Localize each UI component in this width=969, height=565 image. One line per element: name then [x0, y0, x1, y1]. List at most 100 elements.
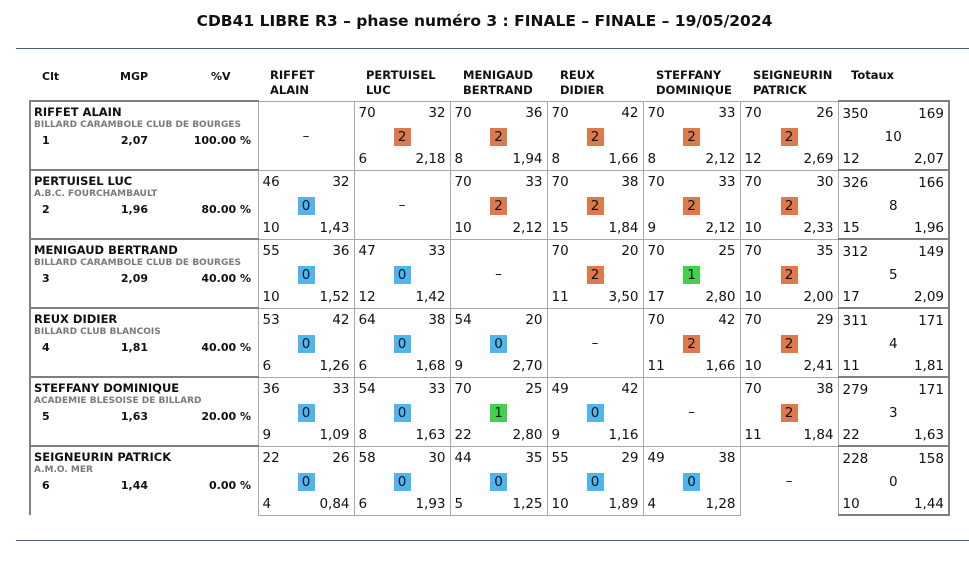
player-rank: 3 — [42, 272, 50, 285]
match-bottom: 22 2,80 — [449, 424, 548, 447]
match-result: 5 — [837, 263, 950, 286]
points-opponent: 26 — [332, 450, 350, 467]
player-cell: PERTUISEL LUC A.B.C. FOURCHAMBAULT 2 1,96 80… — [29, 169, 259, 239]
top-divider — [16, 48, 969, 49]
innings-value: 10 — [744, 219, 762, 236]
table-row: 4 0,84 6 1,93 5 1,25 10 1,89 4 1,28 10 1,44 — [30, 493, 950, 516]
average-value: 1,16 — [608, 426, 639, 443]
match-result: 2 — [546, 125, 644, 148]
points-value: 49 — [551, 381, 569, 398]
score-pair: 44 35 — [455, 450, 543, 466]
innings-average: 10 1,52 — [263, 289, 350, 305]
match-result: 2 — [353, 125, 451, 148]
match-top: 70 25 — [642, 238, 741, 263]
average-value: 1,28 — [705, 495, 736, 512]
average-value: 1,66 — [705, 357, 736, 374]
average-value: 1,68 — [415, 357, 446, 374]
points-value: 70 — [551, 105, 569, 122]
match-result: 2 — [642, 332, 741, 355]
average-value: 1,42 — [415, 288, 446, 305]
match-top: 70 33 — [642, 100, 741, 125]
player-name: STEFFANY DOMINIQUE — [34, 381, 180, 395]
player-cell: RIFFET ALAIN BILLARD CARAMBOLE CLUB DE BO… — [29, 100, 259, 170]
points-opponent: 42 — [621, 381, 639, 398]
result-badge: 2 — [683, 334, 700, 353]
score-pair: 228 158 — [843, 451, 945, 467]
match-top: 70 29 — [739, 307, 839, 332]
points-opponent: 171 — [918, 312, 944, 329]
innings-value: 10 — [744, 357, 762, 374]
match-result: 0 — [257, 194, 355, 217]
table-row: RIFFET ALAIN BILLARD CARAMBOLE CLUB DE BO… — [29, 100, 950, 170]
match-bottom: 10 2,12 — [449, 217, 548, 240]
innings-value: 22 — [454, 426, 472, 443]
match-bottom: 8 1,94 — [449, 148, 548, 171]
score-pair: 70 29 — [745, 312, 834, 328]
points-value: 70 — [647, 105, 665, 122]
match-result: 0 — [257, 401, 355, 424]
average-value: 1,63 — [913, 426, 944, 443]
result-badge: 0 — [393, 334, 411, 353]
result-badge: 2 — [683, 196, 700, 215]
score-pair: 350 169 — [843, 106, 945, 122]
average-value: 1,94 — [512, 150, 543, 167]
column-header-line1: RIFFET — [270, 68, 315, 82]
player-cell: MENIGAUD BERTRAND BILLARD CARAMBOLE CLUB … — [29, 238, 259, 308]
points-value: 70 — [744, 312, 762, 329]
result-badge: 0 — [393, 265, 411, 284]
average-value: 1,96 — [913, 219, 944, 236]
innings-value: 8 — [454, 150, 464, 167]
match-top: 54 33 — [353, 376, 451, 401]
player-club: BILLARD CARAMBOLE CLUB DE BOURGES — [34, 258, 241, 268]
innings-value: 9 — [551, 426, 561, 443]
column-header: Totaux — [851, 68, 894, 83]
player-stats: 3 2,09 40.00 % — [34, 272, 255, 285]
header-pct: %V — [211, 70, 231, 83]
match-top: 70 35 — [739, 238, 839, 263]
innings-average: 6 1,93 — [359, 496, 446, 512]
match-result: 2 — [449, 194, 548, 217]
score-pair: 70 25 — [648, 243, 736, 259]
result-badge: 0 — [490, 472, 507, 491]
match-top: 312 149 — [837, 238, 950, 263]
points-opponent: 169 — [918, 105, 944, 122]
score-pair: 70 33 — [648, 105, 736, 121]
match-result: 0 — [257, 263, 355, 286]
points-value: 70 — [454, 174, 472, 191]
match-top: 70 38 — [546, 169, 644, 194]
innings-average: 22 1,63 — [843, 427, 945, 443]
innings-average: 15 1,96 — [843, 220, 945, 236]
points-opponent: 38 — [428, 312, 446, 329]
column-header: STEFFANY DOMINIQUE — [656, 68, 732, 98]
average-value: 2,09 — [913, 288, 944, 305]
bottom-divider — [16, 540, 969, 541]
innings-average: 10 2,12 — [455, 220, 543, 236]
match-top: 70 42 — [546, 100, 644, 125]
points-value: 70 — [744, 105, 762, 122]
match-bottom: 11 1,84 — [739, 424, 839, 447]
innings-value: 11 — [551, 288, 569, 305]
innings-average: 9 2,70 — [455, 358, 543, 374]
points-opponent: 33 — [718, 174, 736, 191]
player-mgp: 1,96 — [120, 203, 148, 216]
match-result: 0 — [353, 332, 451, 355]
page-title: CDB41 LIBRE R3 – phase numéro 3 : FINALE… — [196, 12, 773, 30]
innings-average: 8 1,66 — [552, 151, 639, 167]
player-club: A.B.C. FOURCHAMBAULT — [34, 189, 158, 199]
average-value: 2,00 — [803, 288, 834, 305]
innings-average: 10 2,41 — [745, 358, 834, 374]
match-top: 47 33 — [353, 238, 451, 263]
innings-value: 6 — [358, 357, 368, 374]
points-opponent: 29 — [621, 450, 639, 467]
score-pair: 55 36 — [263, 243, 350, 259]
match-top: 70 32 — [353, 100, 451, 125]
player-club: ACADEMIE BLESOISE DE BILLARD — [34, 396, 202, 406]
match-bottom: 10 2,00 — [739, 286, 839, 309]
player-stats: 1 2,07 100.00 % — [34, 134, 255, 147]
match-result: 8 — [837, 194, 950, 217]
result-badge: 1 — [683, 265, 700, 284]
points-value: 54 — [454, 312, 472, 329]
match-bottom: 9 1,09 — [257, 424, 355, 447]
score-pair: 70 35 — [745, 243, 834, 259]
score-pair: 70 42 — [648, 312, 736, 328]
